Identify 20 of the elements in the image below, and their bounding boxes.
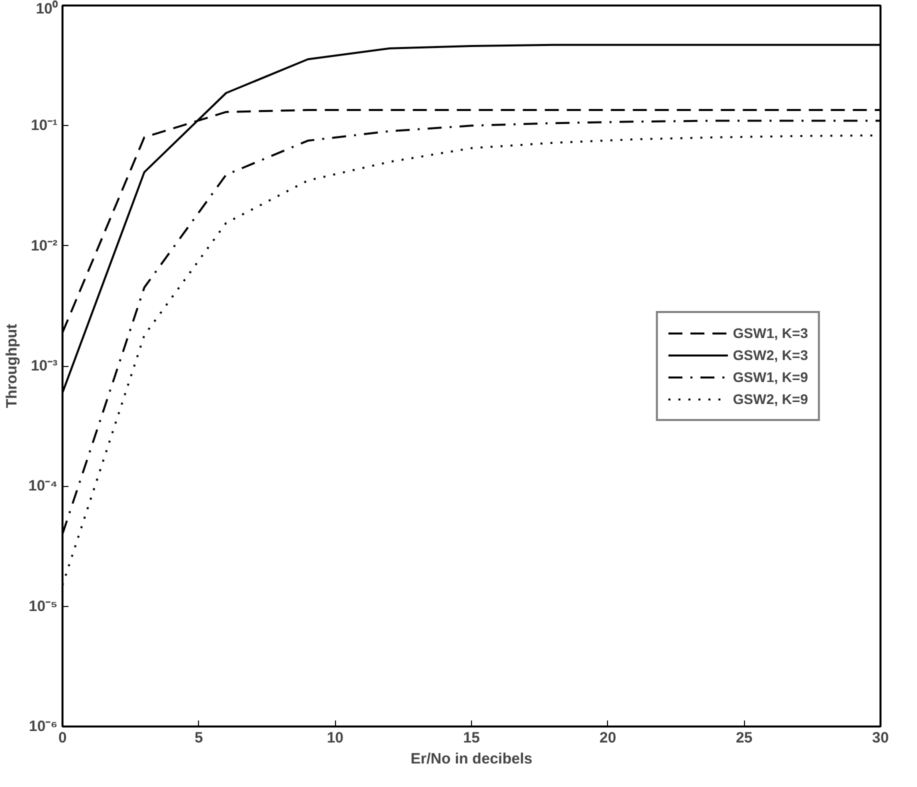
y-tick-label: 10⁻¹ (30, 117, 58, 134)
x-tick-label: 10 (326, 730, 344, 746)
x-tick-label: 25 (736, 730, 753, 746)
x-axis-title: Er/No in decibels (410, 750, 532, 768)
y-tick-label: 10⁻⁴ (28, 478, 58, 495)
x-tick-label: 30 (872, 730, 889, 746)
x-tick-label: 0 (58, 730, 67, 746)
legend-label: GSW1, K=9 (732, 368, 808, 384)
y-tick-label: 10⁻² (30, 237, 58, 254)
y-tick-label: 10⁰ (36, 0, 58, 18)
x-tick-label: 20 (599, 730, 616, 746)
y-tick-label: 10⁻⁶ (28, 718, 58, 735)
y-tick-label: 10⁻³ (30, 358, 58, 374)
legend-label: GSW2, K=9 (732, 390, 808, 406)
legend-label: GSW2, K=3 (732, 346, 808, 362)
legend-label: GSW1, K=3 (732, 324, 808, 340)
x-tick-label: 5 (194, 730, 204, 746)
y-axis-title: Throughput (3, 324, 20, 408)
y-tick-label: 10⁻⁵ (28, 598, 58, 615)
x-tick-label: 15 (463, 730, 480, 746)
